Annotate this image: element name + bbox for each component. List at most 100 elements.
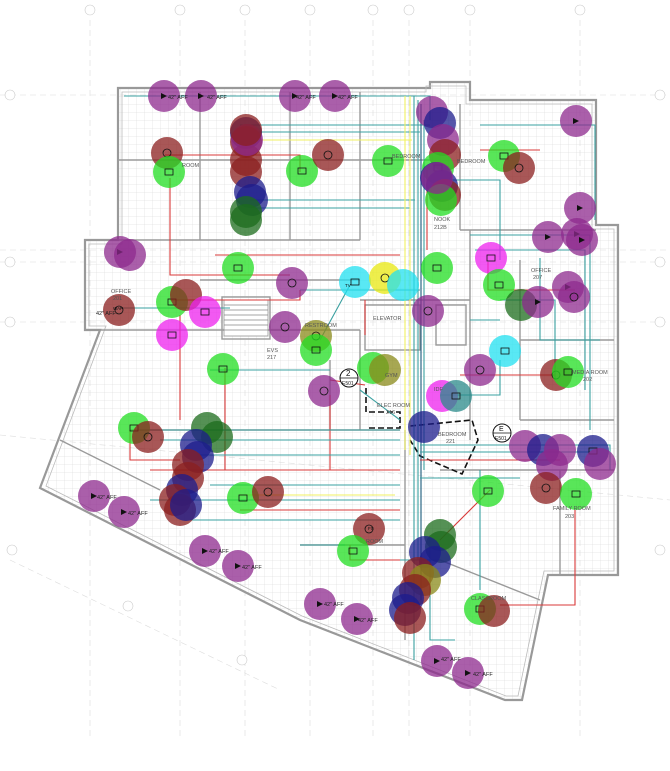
wall-device-icon (350, 278, 360, 286)
device-marker[interactable] (421, 162, 453, 194)
device-marker[interactable] (552, 356, 584, 388)
mounting-height-labels: 42" AFF 42" AFF 42" AFF 42" AFF 42" AFF … (96, 95, 493, 678)
device-marker[interactable] (185, 80, 217, 112)
section-callout-2-number: 2 (346, 369, 351, 378)
device-marker-circle (472, 475, 504, 507)
room-label-room-upper-left: ROOM (182, 163, 200, 169)
device-marker[interactable] (286, 155, 318, 187)
device-marker-circle (230, 114, 262, 146)
aff-label: 42" AFF (168, 95, 188, 101)
device-marker[interactable] (276, 267, 308, 299)
device-marker[interactable] (170, 489, 202, 521)
device-marker[interactable] (227, 482, 259, 514)
device-marker[interactable] (483, 269, 515, 301)
cable-run (440, 179, 501, 260)
device-marker[interactable] (353, 513, 385, 545)
device-marker[interactable] (341, 603, 373, 635)
device-marker[interactable] (503, 152, 535, 184)
aff-label: 42" AFF (207, 95, 227, 101)
device-marker[interactable] (148, 80, 180, 112)
device-marker[interactable] (207, 353, 239, 385)
device-marker-circle (489, 335, 521, 367)
column-grid-bubbles (4, 4, 666, 666)
device-marker[interactable] (522, 286, 554, 318)
device-marker[interactable] (472, 475, 504, 507)
device-marker-circle (337, 535, 369, 567)
device-marker[interactable] (312, 139, 344, 171)
device-marker[interactable] (108, 496, 140, 528)
device-marker-circle (503, 152, 535, 184)
data-outlet-icon (292, 93, 298, 99)
device-marker[interactable] (532, 221, 564, 253)
device-marker[interactable] (222, 550, 254, 582)
device-marker[interactable] (339, 266, 371, 298)
aff-label: 42" AFF (209, 549, 229, 555)
device-marker[interactable] (475, 242, 507, 274)
device-marker[interactable] (421, 645, 453, 677)
device-marker[interactable] (319, 80, 351, 112)
room-label-media-room-number: 202 (583, 377, 592, 383)
device-marker[interactable] (440, 380, 472, 412)
ceiling-device-icon (287, 278, 297, 288)
device-marker[interactable] (412, 295, 444, 327)
device-marker[interactable] (103, 294, 135, 326)
device-marker[interactable] (584, 448, 616, 480)
device-marker[interactable] (252, 476, 284, 508)
device-marker[interactable] (566, 224, 598, 256)
aff-label: 42" AFF (296, 95, 316, 101)
wall-device-icon (563, 368, 573, 376)
wall-device-icon (297, 167, 307, 175)
device-marker[interactable] (478, 595, 510, 627)
device-marker[interactable] (560, 105, 592, 137)
device-marker[interactable] (489, 335, 521, 367)
device-marker[interactable] (372, 145, 404, 177)
device-marker[interactable] (269, 311, 301, 343)
aff-label: 42" AFF (128, 511, 148, 517)
wall-device-icon (383, 157, 393, 165)
device-marker[interactable] (304, 588, 336, 620)
room-label-classroom: CLASSROOM (471, 596, 507, 602)
device-marker[interactable] (564, 192, 596, 224)
device-marker[interactable] (114, 239, 146, 271)
device-marker[interactable] (153, 156, 185, 188)
device-marker[interactable] (189, 296, 221, 328)
device-marker[interactable] (189, 535, 221, 567)
device-marker[interactable] (558, 281, 590, 313)
device-marker[interactable] (230, 204, 262, 236)
aff-label: 42" AFF (473, 672, 493, 678)
device-marker[interactable] (308, 375, 340, 407)
device-marker-circle (132, 421, 164, 453)
data-outlet-icon (545, 234, 551, 240)
device-marker-circle (269, 311, 301, 343)
device-marker[interactable] (530, 472, 562, 504)
device-marker[interactable] (132, 421, 164, 453)
ceiling-device-icon (364, 524, 374, 534)
room-label-gym: GYM (385, 373, 398, 379)
device-marker[interactable] (421, 252, 453, 284)
device-marker[interactable] (230, 114, 262, 146)
room-label-nook-number: 212B (434, 225, 447, 231)
room-label-elevator: ELEVATOR (373, 316, 401, 322)
device-marker[interactable] (222, 252, 254, 284)
data-outlet-icon (434, 658, 440, 664)
room-label-bedroom-upper-right: BEDROOM (457, 159, 486, 165)
device-marker-circle (530, 472, 562, 504)
device-marker-circle (440, 380, 472, 412)
device-marker[interactable] (78, 480, 110, 512)
device-tag-wap: WAP (113, 306, 123, 311)
device-marker[interactable] (300, 334, 332, 366)
device-marker[interactable] (408, 411, 440, 443)
device-marker[interactable] (387, 269, 419, 301)
device-marker[interactable] (394, 602, 426, 634)
device-marker[interactable] (337, 535, 369, 567)
device-marker-circle (478, 595, 510, 627)
device-marker-circle (153, 156, 185, 188)
device-marker[interactable] (560, 478, 592, 510)
device-marker[interactable] (156, 319, 188, 351)
device-marker[interactable] (452, 657, 484, 689)
device-marker[interactable] (279, 80, 311, 112)
aff-label: 42" AFF (338, 95, 358, 101)
device-marker[interactable] (464, 354, 496, 386)
device-marker[interactable] (369, 354, 401, 386)
